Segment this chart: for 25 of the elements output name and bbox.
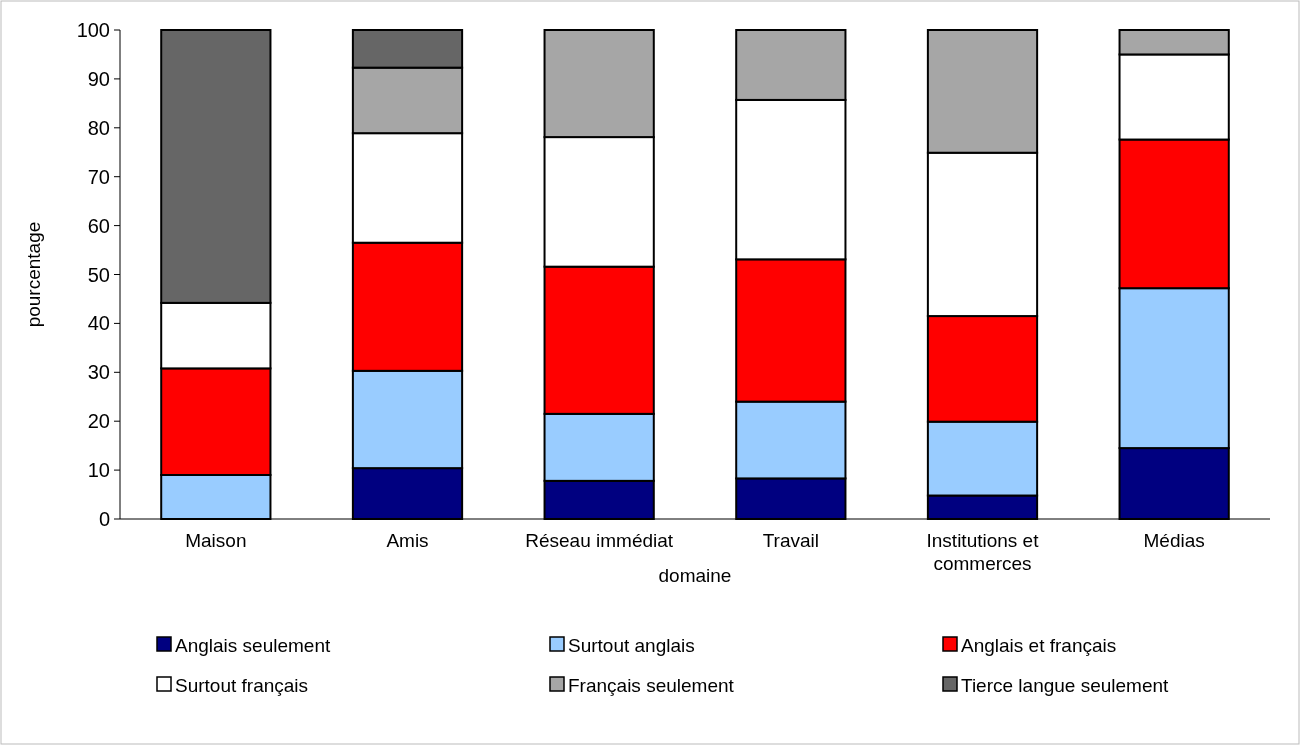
legend-label: Surtout français xyxy=(175,674,309,696)
y-tick-label: 90 xyxy=(87,67,110,90)
y-tick-label: 40 xyxy=(87,312,110,335)
y-tick-label: 0 xyxy=(98,508,110,530)
y-tick-label: 100 xyxy=(76,19,110,41)
x-tick-label: Médias xyxy=(1143,530,1205,551)
legend-label: Français seulement xyxy=(568,674,735,696)
legend-label: Anglais seulement xyxy=(175,634,331,656)
legend-label: Surtout anglais xyxy=(568,634,695,656)
y-tick-label: 30 xyxy=(87,361,110,384)
x-tick-label: Amis xyxy=(386,530,429,551)
y-axis-title: pourcentage xyxy=(23,221,44,328)
x-tick-label: Travail xyxy=(762,530,819,551)
y-tick-label: 60 xyxy=(87,214,110,237)
y-tick-label: 70 xyxy=(87,165,110,188)
y-tick-label: 20 xyxy=(87,410,110,433)
legend-label: Tierce langue seulement xyxy=(961,674,1170,696)
x-axis-title: domaine xyxy=(658,565,732,586)
y-tick-label: 80 xyxy=(87,116,110,139)
y-tick-label: 50 xyxy=(87,263,110,286)
x-tick-label: Maison xyxy=(185,530,247,551)
legend-label: Anglais et français xyxy=(961,634,1117,656)
x-tick-label: Réseau immédiat xyxy=(525,530,674,551)
x-tick-label: Institutions et commerces xyxy=(926,530,1040,574)
y-tick-label: 10 xyxy=(87,459,110,482)
